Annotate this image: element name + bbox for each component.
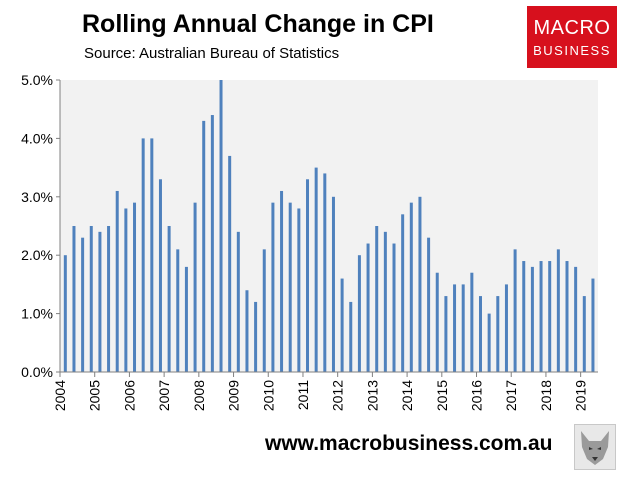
bar-2014-q1 [409, 202, 413, 372]
bar-2018-q2 [556, 249, 560, 372]
logo-line-2: BUSINESS [533, 43, 611, 58]
bar-2007-q4 [193, 202, 197, 372]
bar-2004-q3 [81, 237, 85, 372]
x-tick-label: 2015 [434, 380, 450, 411]
bar-2016-q3 [496, 296, 500, 372]
y-tick-label: 0.0% [21, 364, 53, 380]
bar-2010-q1 [271, 202, 275, 372]
bar-2014-q2 [418, 196, 422, 372]
bar-2015-q3 [461, 284, 465, 372]
macrobusiness-logo: MACRO BUSINESS [527, 6, 617, 68]
y-tick-label: 2.0% [21, 247, 53, 263]
y-tick-label: 4.0% [21, 130, 53, 146]
x-tick-label: 2011 [295, 380, 311, 410]
bar-2012-q2 [349, 301, 353, 372]
x-axis-ticks: 2004 2005 2006 2007 2008 2009 2010 2011 2012 2013… [52, 372, 589, 411]
bar-2006-q3 [150, 138, 154, 372]
bar-2016-q1 [479, 296, 482, 372]
y-tick-label: 1.0% [21, 306, 53, 322]
x-tick-label: 2010 [260, 380, 276, 411]
bar-2005-q1 [98, 231, 102, 372]
bar-2011-q4 [331, 196, 335, 372]
x-tick-label: 2014 [399, 380, 415, 411]
bar-2005-q2 [107, 226, 111, 372]
bar-2010-q3 [288, 202, 292, 372]
bar-2011-q2 [314, 167, 318, 372]
x-tick-label: 2012 [330, 380, 346, 411]
bar-2006-q4 [158, 179, 162, 372]
bar-2017-q1 [513, 249, 517, 372]
x-tick-label: 2009 [226, 380, 242, 411]
bar-2017-q3 [530, 266, 534, 372]
bar-2019-q2 [591, 278, 595, 372]
chart-subtitle: Source: Australian Bureau of Statistics [84, 45, 340, 62]
bar-2018-q1 [548, 261, 552, 372]
bar-2005-q4 [124, 208, 128, 372]
bar-2017-q4 [539, 261, 543, 372]
x-tick-label: 2016 [469, 380, 485, 411]
bar-2013-q1 [375, 226, 379, 372]
bar-2010-q4 [297, 208, 301, 372]
footer-url[interactable]: www.macrobusiness.com.au [265, 432, 553, 455]
bar-2012-q4 [366, 243, 370, 372]
y-tick-label: 5.0% [21, 72, 53, 88]
bar-2011-q3 [323, 173, 327, 372]
bar-2016-q2 [487, 313, 491, 372]
y-axis-ticks: 0.0% 1.0% 2.0% 3.0% 4.0% 5.0% [21, 72, 60, 380]
bar-group [63, 80, 595, 372]
bar-2009-q4 [262, 249, 266, 372]
bar-2007-q2 [176, 249, 180, 372]
y-tick-label: 3.0% [21, 189, 53, 205]
bar-2004-q2 [72, 226, 76, 372]
bar-2014-q4 [435, 272, 439, 372]
bar-2008-q2 [210, 115, 214, 372]
logo-line-1: MACRO [533, 17, 611, 39]
x-tick-label: 2006 [121, 380, 137, 411]
bar-2015-q1 [444, 296, 448, 372]
bar-2015-q2 [453, 284, 457, 372]
bar-2017-q2 [522, 261, 526, 372]
bar-2009-q3 [254, 301, 258, 372]
bar-2019-q1 [582, 296, 586, 372]
bar-2018-q4 [574, 266, 578, 372]
x-tick-label: 2007 [156, 380, 172, 411]
bar-2014-q3 [427, 237, 431, 372]
x-tick-label: 2004 [52, 380, 68, 411]
bar-2010-q2 [280, 190, 284, 372]
bar-2009-q1 [236, 231, 240, 372]
wolf-logo-icon [574, 424, 616, 470]
x-tick-label: 2008 [191, 380, 207, 411]
bar-2012-q3 [357, 255, 361, 372]
chart-title: Rolling Annual Change in CPI [82, 10, 434, 38]
bar-2018-q3 [565, 261, 569, 372]
bar-2013-q4 [401, 214, 405, 372]
bar-2013-q2 [383, 231, 387, 372]
bar-2006-q2 [141, 138, 145, 372]
bar-2005-q3 [115, 190, 119, 372]
bar-2008-q3 [219, 80, 223, 372]
bar-2004-q4 [89, 226, 93, 372]
x-tick-label: 2019 [573, 380, 589, 411]
bar-2015-q4 [470, 272, 474, 372]
x-tick-label: 2005 [87, 380, 103, 411]
bar-2013-q3 [392, 243, 396, 372]
x-tick-label: 2018 [538, 380, 554, 411]
bar-2008-q4 [228, 155, 232, 372]
bar-2007-q1 [167, 226, 171, 372]
bar-2012-q1 [340, 278, 344, 372]
bar-2007-q3 [184, 266, 188, 372]
bar-2004-q1 [63, 255, 67, 372]
bar-2008-q1 [202, 120, 206, 372]
bar-2006-q1 [133, 202, 137, 372]
bar-2011-q1 [306, 179, 310, 372]
plot-area [60, 80, 598, 372]
bar-2016-q4 [504, 284, 508, 372]
x-tick-label: 2017 [503, 380, 519, 411]
bar-2009-q2 [245, 290, 249, 372]
x-tick-label: 2013 [364, 380, 380, 411]
